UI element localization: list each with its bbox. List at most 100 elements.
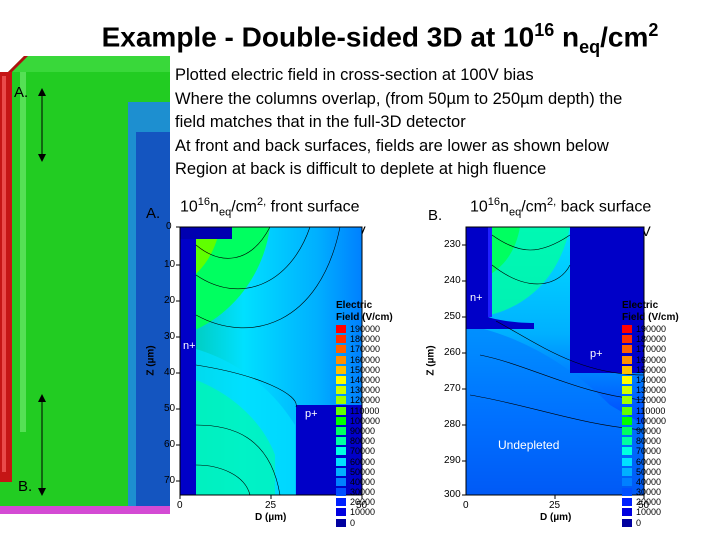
legend-b-title-1: Electric [622,300,659,311]
legend-value: 120000 [350,395,381,406]
plot-b-ytick-290: 290 [444,455,461,466]
legend-value: 100000 [636,415,667,426]
legend-value: 140000 [636,375,667,386]
legend-value: 10000 [636,507,662,518]
legend-entry: 60000 [622,456,679,467]
legend-entry: 100000 [622,416,679,426]
legend-entry: 70000 [622,446,679,456]
legend-value: 40000 [636,476,662,487]
legend-value: 110000 [350,405,380,416]
legend-swatch [336,345,346,354]
plot-b-ytick-230: 230 [444,239,461,250]
legend-entry: 190000 [622,324,679,334]
legend-value: 30000 [350,487,376,498]
legend-value: 170000 [350,344,381,355]
legend-entry: 50000 [336,467,393,477]
legend-value: 110000 [636,405,666,416]
legend-value: 160000 [636,354,667,365]
plot-b-xlabel: D (µm) [540,512,572,523]
legend-entry: 70000 [336,446,393,456]
legend-value: 130000 [350,385,381,396]
plot-b-marker: B. [428,207,443,224]
legend-value: 150000 [350,364,381,375]
plot-a-ytick-40: 40 [164,367,176,378]
legend-swatch [622,498,632,507]
legend-entry: 0 [622,518,679,528]
legend-swatch [622,365,632,374]
figure-label-a: A. [14,84,29,101]
plot-b-xtick-25: 25 [549,500,561,511]
legend-entry: 60000 [336,456,393,467]
legend-entry: 130000 [336,385,393,395]
legend-swatch [336,355,346,364]
plot-a-ytick-60: 60 [164,439,176,450]
plot-b-field-map [462,226,645,499]
legend-swatch [622,325,632,334]
column-3d-figure [0,56,170,514]
legend-swatch [622,355,632,364]
legend-value: 100000 [350,415,381,426]
legend-swatch [622,518,632,527]
legend-b-title-2: Field (V/cm) [622,312,679,323]
plot-b-ytick-270: 270 [444,383,461,394]
legend-entry: 140000 [622,375,679,385]
legend-value: 0 [636,517,642,528]
legend-value: 130000 [636,385,667,396]
plot-a-ytick-70: 70 [164,475,176,486]
legend-swatch [622,477,632,486]
legend-entry: 0 [336,518,393,528]
plot-b-xtick-0: 0 [463,500,469,511]
legend-entry: 140000 [336,375,393,385]
bullet-list: Plotted electric field in cross-section … [175,64,695,182]
legend-swatch [336,457,346,466]
legend-value: 120000 [636,395,667,406]
legend-entry: 170000 [336,344,393,354]
plot-b-title: 1016neq/cm2, back surface [470,196,652,219]
legend-value: 80000 [636,436,662,447]
legend-swatch [336,498,346,507]
plot-b-pplus-label: p+ [590,348,603,360]
legend-swatch [622,508,632,517]
legend-swatch [622,376,632,385]
legend-value: 50000 [636,466,662,477]
legend-entry: 40000 [336,477,393,487]
legend-swatch [336,477,346,486]
plot-a-field-map [176,226,363,499]
legend-value: 150000 [636,364,667,375]
plot-a-pplus-label: p+ [305,408,318,420]
legend-b-rows: 190000 180000 170000 160000 150000 140000 1300… [622,324,679,528]
legend-swatch [336,467,346,476]
legend-value: 10000 [350,507,376,518]
plot-a-ytick-20: 20 [164,295,176,306]
legend-entry: 160000 [622,355,679,365]
legend-entry: 20000 [622,497,679,507]
plot-a-xtick-0: 0 [177,500,183,511]
legend-swatch [336,488,346,497]
legend-entry: 100000 [336,416,393,426]
legend-swatch [622,447,632,456]
legend-value: 160000 [350,354,381,365]
legend-value: 20000 [350,497,376,508]
legend-entry: 180000 [622,334,679,344]
legend-swatch [622,386,632,395]
plot-b-xtick-50: 50 [638,500,650,511]
legend-value: 60000 [636,456,662,467]
legend-entry: 150000 [622,365,679,375]
legend-swatch [336,406,346,415]
bullet-3: field matches that in the full-3D detect… [175,113,466,131]
legend-swatch [622,416,632,425]
legend-value: 180000 [636,334,667,345]
legend-swatch [622,488,632,497]
legend-swatch [622,335,632,344]
plot-a-xtick-25: 25 [265,500,277,511]
legend-entry: 80000 [622,436,679,446]
legend-value: 20000 [636,497,662,508]
legend-swatch [336,508,346,517]
plot-a-ytick-50: 50 [164,403,176,414]
legend-entry: 160000 [336,355,393,365]
legend-value: 90000 [636,425,662,436]
legend-swatch [336,325,346,334]
legend-swatch [622,437,632,446]
legend-swatch [336,376,346,385]
legend-value: 50000 [350,466,376,477]
